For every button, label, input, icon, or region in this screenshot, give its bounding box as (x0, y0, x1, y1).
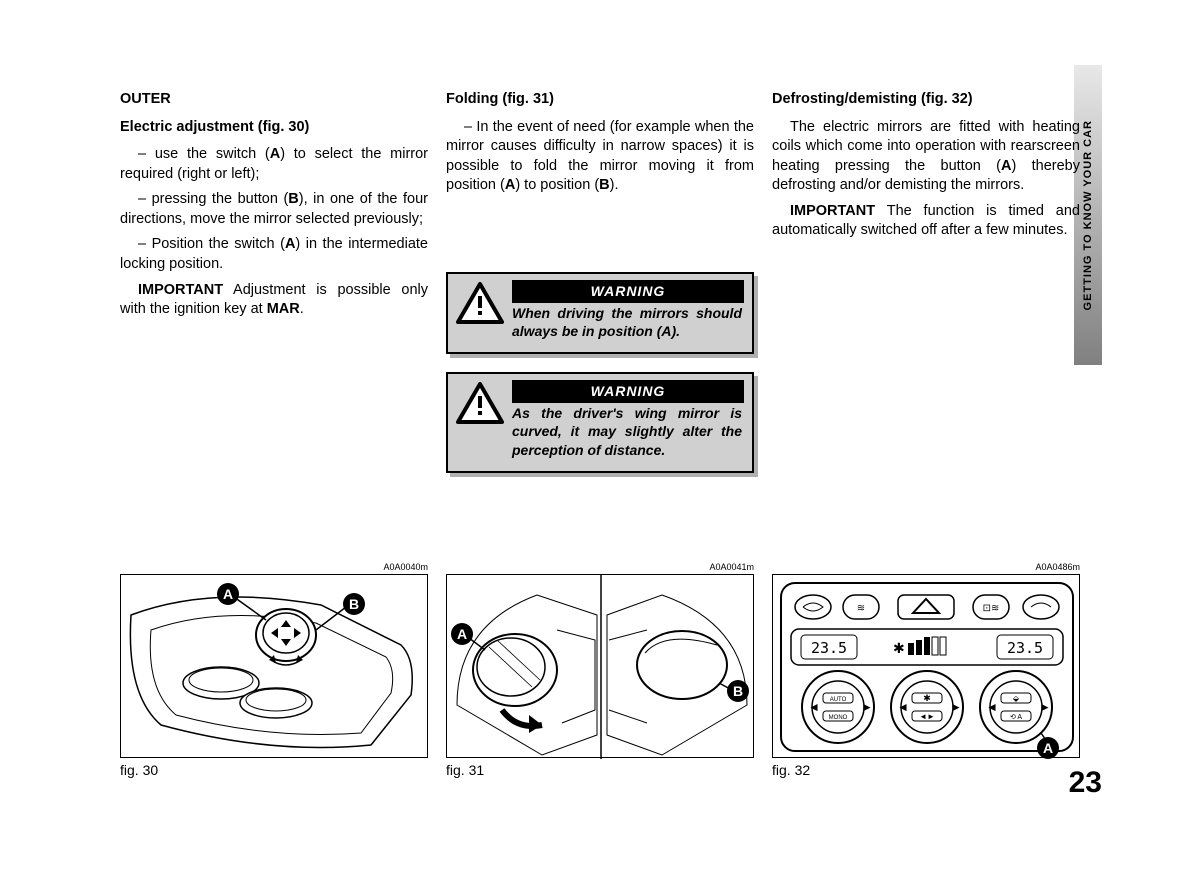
fig31-box: A B (446, 574, 754, 758)
svg-text:✱: ✱ (923, 693, 931, 703)
columns: OUTER Electric adjustment (fig. 30) – us… (120, 90, 1080, 491)
fig30-callout-B: B (343, 593, 365, 615)
heading-electric-adjustment: Electric adjustment (fig. 30) (120, 118, 428, 138)
warning-icon (456, 282, 504, 324)
svg-text:⬙: ⬙ (1013, 694, 1020, 703)
page-number: 23 (1069, 766, 1102, 800)
fig32-caption: fig. 32 (772, 762, 1080, 778)
fig30-box: A B (120, 574, 428, 758)
fig32-box: ≋ ⊡≋ 23.5 23.5 ✱ (772, 574, 1080, 758)
fig31-caption: fig. 31 (446, 762, 754, 778)
side-tab-text: GETTING TO KNOW YOUR CAR (1082, 120, 1094, 310)
svg-text:◄: ◄ (986, 700, 998, 714)
warning-icon (456, 382, 504, 424)
column-2: Folding (fig. 31) – In the event of need… (446, 90, 754, 491)
svg-text:23.5: 23.5 (1007, 639, 1043, 657)
col2-p1: – In the event of need (for example when… (446, 118, 754, 196)
svg-text:✱: ✱ (893, 640, 905, 656)
svg-text:23.5: 23.5 (811, 639, 847, 657)
figures-row: A0A0040m (120, 562, 1080, 778)
col1-p3: – Position the switch (A) in the interme… (120, 235, 428, 274)
fig31-code: A0A0041m (446, 562, 754, 572)
fig31-callout-B: B (727, 680, 749, 702)
svg-text:►: ► (861, 700, 873, 714)
fig32-callout-A: A (1037, 737, 1059, 759)
figure-32: A0A0486m ≋ ⊡≋ (772, 562, 1080, 778)
svg-text:◄►: ◄► (919, 712, 935, 721)
svg-text:◄: ◄ (808, 700, 820, 714)
col3-p2: IMPORTANT The function is timed and auto… (772, 202, 1080, 241)
svg-text:≋: ≋ (857, 603, 865, 614)
heading-defrosting: Defrosting/demisting (fig. 32) (772, 90, 1080, 110)
svg-text:►: ► (950, 700, 962, 714)
fig30-callout-A: A (217, 583, 239, 605)
svg-text:⟲ A: ⟲ A (1010, 714, 1022, 721)
svg-text:►: ► (1039, 700, 1051, 714)
col3-p1: The electric mirrors are fitted with hea… (772, 118, 1080, 196)
fig32-code: A0A0486m (772, 562, 1080, 572)
svg-text:AUTO: AUTO (830, 697, 847, 703)
warning-header-1: WARNING (512, 280, 744, 303)
column-1: OUTER Electric adjustment (fig. 30) – us… (120, 90, 428, 491)
warning-box-1: WARNING When driving the mirrors should … (446, 272, 754, 354)
fig30-code: A0A0040m (120, 562, 428, 572)
heading-outer: OUTER (120, 90, 428, 110)
figure-31: A0A0041m (446, 562, 754, 778)
warning-header-2: WARNING (512, 380, 744, 403)
svg-text:⊡≋: ⊡≋ (983, 603, 1000, 614)
col1-p1: – use the switch (A) to select the mirro… (120, 145, 428, 184)
col1-p2: – pressing the button (B), in one of the… (120, 190, 428, 229)
heading-folding: Folding (fig. 31) (446, 90, 754, 110)
figure-30: A0A0040m (120, 562, 428, 778)
fig30-caption: fig. 30 (120, 762, 428, 778)
page-content: OUTER Electric adjustment (fig. 30) – us… (120, 90, 1080, 810)
svg-text:MONO: MONO (829, 715, 848, 721)
column-3: Defrosting/demisting (fig. 32) The elect… (772, 90, 1080, 491)
fig31-callout-A: A (451, 623, 473, 645)
warning-box-2: WARNING As the driver's wing mirror is c… (446, 372, 754, 473)
col1-p4: IMPORTANT Adjustment is possible only wi… (120, 281, 428, 320)
svg-text:◄: ◄ (897, 700, 909, 714)
